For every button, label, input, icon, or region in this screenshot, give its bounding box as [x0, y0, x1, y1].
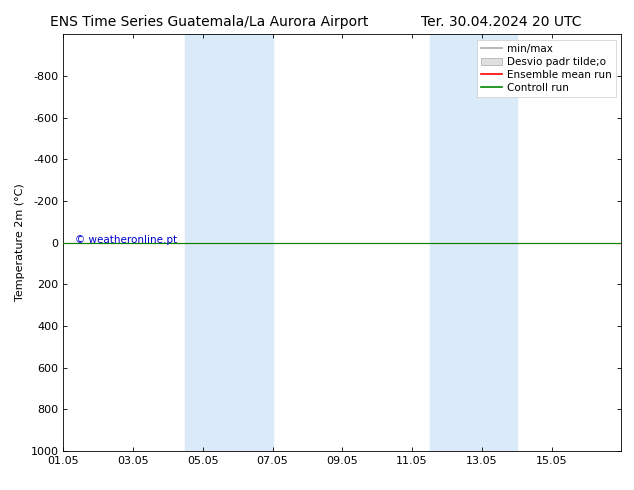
Text: ENS Time Series Guatemala/La Aurora Airport: ENS Time Series Guatemala/La Aurora Airp…: [50, 15, 368, 29]
Bar: [429, 34, 517, 451]
Text: © weatheronline.pt: © weatheronline.pt: [75, 236, 177, 245]
Text: Ter. 30.04.2024 20 UTC: Ter. 30.04.2024 20 UTC: [420, 15, 581, 29]
Y-axis label: Temperature 2m (°C): Temperature 2m (°C): [15, 184, 25, 301]
Bar: [185, 34, 273, 451]
Legend: min/max, Desvio padr tilde;o, Ensemble mean run, Controll run: min/max, Desvio padr tilde;o, Ensemble m…: [477, 40, 616, 97]
